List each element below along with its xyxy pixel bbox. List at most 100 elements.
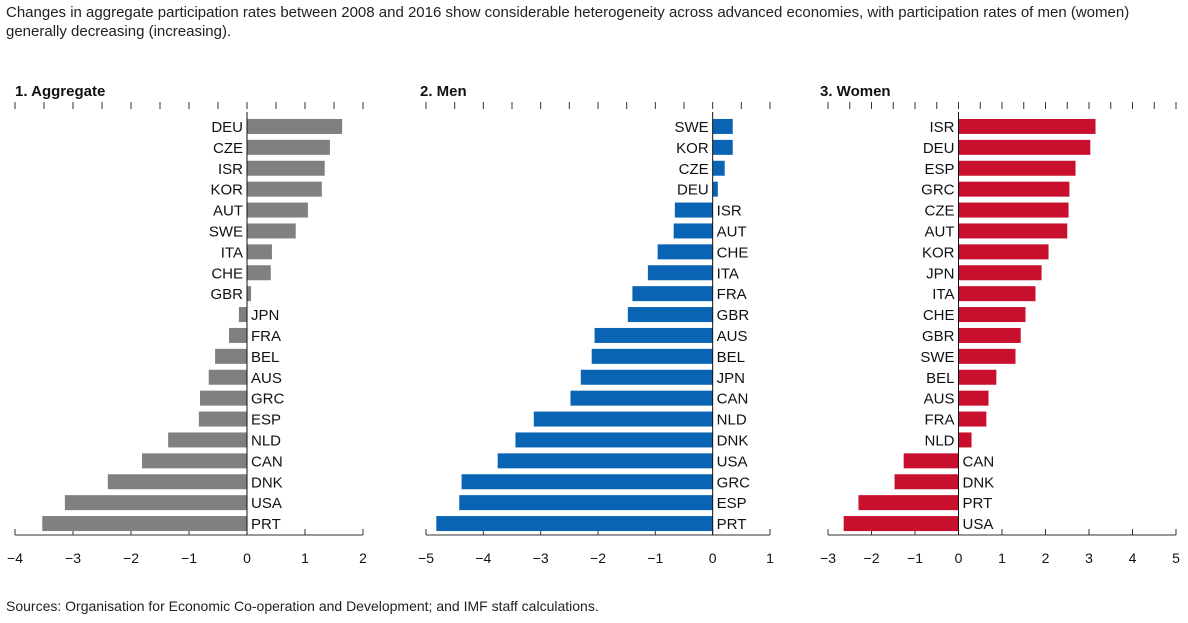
category-label: DNK xyxy=(717,432,749,449)
category-label: USA xyxy=(717,453,748,470)
x-tick-label: −1 xyxy=(181,550,197,566)
category-label: ESP xyxy=(251,412,281,429)
category-label: SWE xyxy=(920,349,954,366)
category-label: AUT xyxy=(925,223,955,240)
category-label: GRC xyxy=(251,391,285,408)
category-label: AUS xyxy=(717,328,748,345)
bar-nld xyxy=(168,432,247,448)
bar-esp xyxy=(198,411,247,427)
bar-che xyxy=(247,265,271,281)
category-label: GBR xyxy=(210,286,243,303)
bar-nld xyxy=(533,411,713,427)
x-tick-label: 1 xyxy=(301,550,309,566)
bar-aut xyxy=(958,223,1068,239)
x-tick-label: −2 xyxy=(590,550,606,566)
category-label: CHE xyxy=(211,265,243,282)
x-tick-label: −2 xyxy=(123,550,139,566)
bar-ita xyxy=(647,265,713,281)
category-label: DEU xyxy=(923,140,955,157)
bar-can xyxy=(570,390,713,406)
category-label: KOR xyxy=(676,140,709,157)
bar-fra xyxy=(229,327,247,343)
source-note: Sources: Organisation for Economic Co-op… xyxy=(6,598,599,614)
category-label: CZE xyxy=(925,203,955,220)
category-label: NLD xyxy=(924,432,954,449)
bar-usa xyxy=(843,516,959,532)
bar-kor xyxy=(958,244,1049,260)
bar-jpn xyxy=(238,307,247,323)
category-label: ITA xyxy=(717,265,739,282)
bar-usa xyxy=(497,453,713,469)
x-tick-label: 1 xyxy=(766,550,774,566)
bar-che xyxy=(958,307,1026,323)
bar-deu xyxy=(958,139,1091,155)
bar-esp xyxy=(459,495,713,511)
bar-fra xyxy=(632,286,713,302)
category-label: KOR xyxy=(210,182,243,199)
category-label: GBR xyxy=(922,328,955,345)
category-label: DEU xyxy=(677,182,709,199)
bar-gbr xyxy=(627,307,713,323)
category-label: NLD xyxy=(251,432,281,449)
category-label: BEL xyxy=(926,370,954,387)
category-label: ISR xyxy=(218,161,243,178)
category-label: CAN xyxy=(963,453,995,470)
x-tick-label: 4 xyxy=(1129,550,1137,566)
chart-caption: Changes in aggregate participation rates… xyxy=(6,4,1130,40)
bar-isr xyxy=(674,202,713,218)
category-label: NLD xyxy=(717,412,747,429)
category-label: FRA xyxy=(717,286,747,303)
x-tick-label: −3 xyxy=(65,550,81,566)
bar-swe xyxy=(712,118,733,134)
bar-deu xyxy=(712,181,718,197)
bar-jpn xyxy=(580,369,713,385)
category-label: JPN xyxy=(251,307,279,324)
panel-title: 2. Men xyxy=(420,83,467,100)
category-label: PRT xyxy=(963,495,993,512)
bar-isr xyxy=(247,160,325,176)
category-label: JPN xyxy=(926,265,954,282)
bar-esp xyxy=(958,160,1076,176)
category-label: PRT xyxy=(251,516,281,533)
x-tick-label: 0 xyxy=(709,550,717,566)
bar-bel xyxy=(215,348,247,364)
category-label: FRA xyxy=(925,412,955,429)
x-tick-label: 2 xyxy=(359,550,367,566)
x-tick-label: −4 xyxy=(475,550,491,566)
x-tick-label: 2 xyxy=(1042,550,1050,566)
bar-jpn xyxy=(958,265,1042,281)
bar-cze xyxy=(712,160,725,176)
category-label: FRA xyxy=(251,328,281,345)
x-tick-label: −5 xyxy=(418,550,434,566)
category-label: JPN xyxy=(717,370,745,387)
category-label: AUS xyxy=(924,391,955,408)
bar-aut xyxy=(247,202,308,218)
x-tick-label: 3 xyxy=(1085,550,1093,566)
category-label: DNK xyxy=(251,474,283,491)
bar-dnk xyxy=(894,474,959,490)
category-label: ESP xyxy=(924,161,954,178)
category-label: ISR xyxy=(717,203,742,220)
bar-prt xyxy=(858,495,959,511)
category-label: AUS xyxy=(251,370,282,387)
category-label: ISR xyxy=(929,119,954,136)
category-label: PRT xyxy=(717,516,747,533)
panel-title: 1. Aggregate xyxy=(15,83,105,100)
category-label: SWE xyxy=(209,223,243,240)
bar-bel xyxy=(591,348,713,364)
bar-fra xyxy=(958,411,987,427)
bar-grc xyxy=(200,390,247,406)
x-tick-label: −1 xyxy=(647,550,663,566)
x-tick-label: −4 xyxy=(7,550,23,566)
bar-dnk xyxy=(515,432,713,448)
bar-aus xyxy=(594,327,713,343)
category-label: AUT xyxy=(213,203,243,220)
bar-aus xyxy=(208,369,247,385)
x-tick-label: −2 xyxy=(864,550,880,566)
bar-prt xyxy=(436,516,713,532)
bar-cze xyxy=(247,139,330,155)
category-label: DNK xyxy=(963,474,995,491)
bar-grc xyxy=(958,181,1070,197)
category-label: BEL xyxy=(251,349,279,366)
